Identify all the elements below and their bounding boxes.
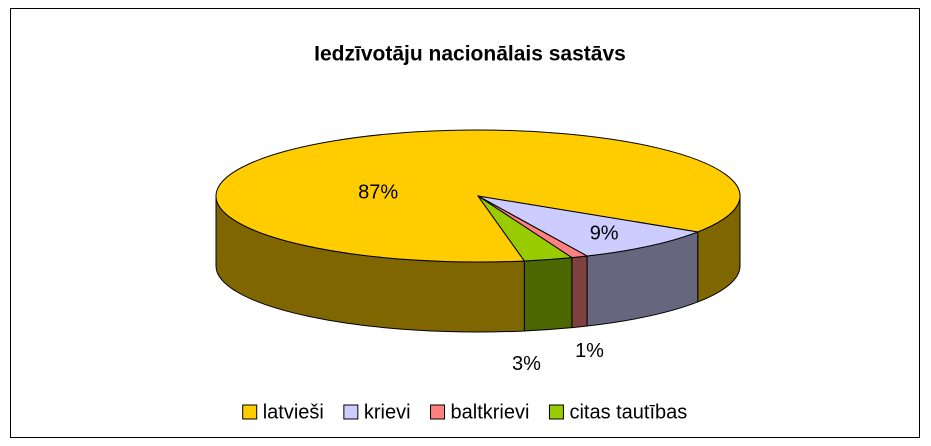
legend-item: latvieši [242, 401, 324, 423]
data-label: 87% [358, 181, 398, 203]
pie-side [571, 255, 588, 329]
legend-swatch [242, 404, 258, 420]
legend-swatch [548, 404, 564, 420]
legend-label: latvieši [263, 401, 324, 423]
pie-slice [477, 195, 700, 257]
legend-label: citas tautības [569, 401, 687, 423]
legend-item: baltkrievi [430, 401, 530, 423]
legend-label: baltkrievi [451, 401, 530, 423]
pie-side [523, 257, 573, 332]
data-label: 9% [590, 222, 619, 244]
pie-sides [215, 195, 741, 333]
data-label: 3% [512, 353, 541, 375]
legend: latvieši krievi baltkrievi citas tautības [242, 401, 687, 423]
legend-swatch [430, 404, 446, 420]
pie-slice [477, 195, 574, 262]
legend-item: citas tautības [548, 401, 687, 423]
legend-label: krievi [364, 401, 411, 423]
legend-item: krievi [343, 401, 411, 423]
data-label: 1% [575, 340, 604, 362]
legend-swatch [343, 404, 359, 420]
pie: 87% 9% 1% 3% [215, 129, 741, 375]
chart-title: Iedzīvotāju nacionālais sastāvs [314, 43, 626, 66]
